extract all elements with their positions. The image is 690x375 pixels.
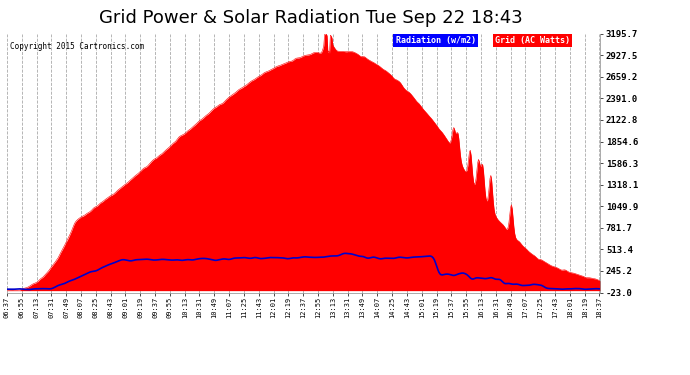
- Text: Radiation (w/m2): Radiation (w/m2): [395, 36, 475, 45]
- Text: Copyright 2015 Cartronics.com: Copyright 2015 Cartronics.com: [10, 42, 144, 51]
- Text: Grid Power & Solar Radiation Tue Sep 22 18:43: Grid Power & Solar Radiation Tue Sep 22 …: [99, 9, 522, 27]
- Text: Grid (AC Watts): Grid (AC Watts): [495, 36, 570, 45]
